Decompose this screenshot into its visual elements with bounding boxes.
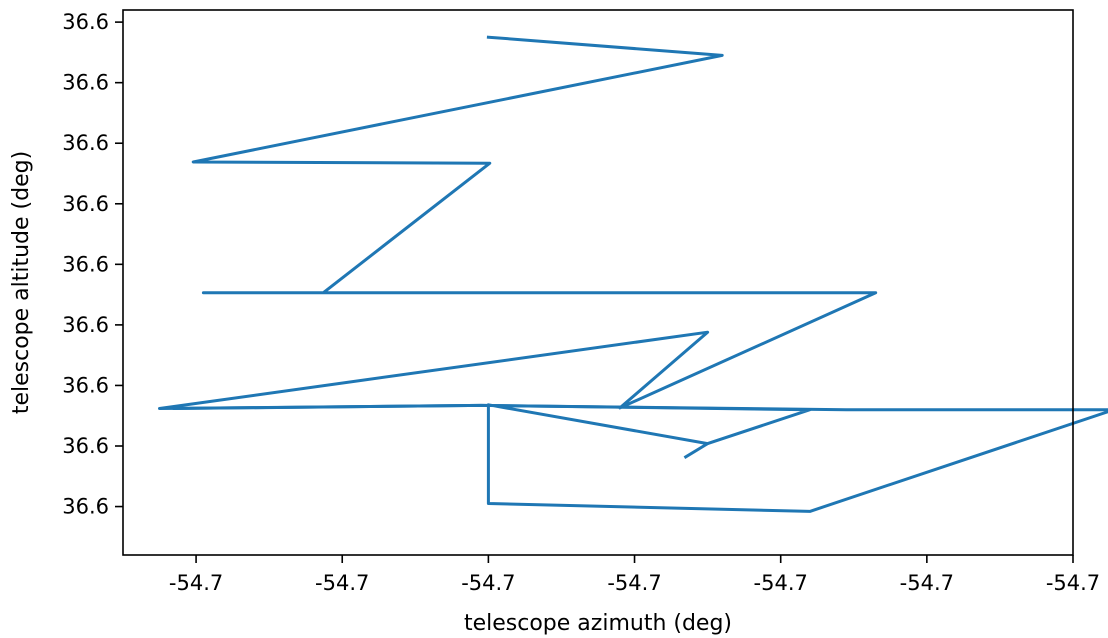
y-tick-label: 36.6 (62, 71, 109, 95)
x-tick-label: -54.7 (169, 571, 223, 595)
x-tick-label: -54.7 (754, 571, 808, 595)
y-axis-ticks: 36.6 36.6 36.6 36.6 36.6 36.6 36.6 36.6 36.6 (62, 10, 123, 519)
series-line (158, 35, 1108, 513)
x-tick-label: -54.7 (607, 571, 661, 595)
y-tick-label: 36.6 (62, 252, 109, 276)
y-tick-label: 36.6 (62, 131, 109, 155)
x-tick-label: -54.7 (900, 571, 954, 595)
x-axis-ticks: -54.7 -54.7 -54.7 -54.7 -54.7 -54.7 -54.7 (169, 555, 1100, 595)
x-tick-label: -54.7 (315, 571, 369, 595)
x-axis-label: telescope azimuth (deg) (464, 611, 732, 636)
y-tick-label: 36.6 (62, 495, 109, 519)
x-tick-label: -54.7 (461, 571, 515, 595)
y-tick-label: 36.6 (62, 313, 109, 337)
plot-frame (122, 9, 1074, 556)
series-layer (158, 35, 1108, 513)
y-tick-label: 36.6 (62, 373, 109, 397)
y-axis-label: telescope altitude (deg) (9, 151, 34, 414)
y-tick-label: 36.6 (62, 10, 109, 34)
y-tick-label: 36.6 (62, 192, 109, 216)
series-line (172, 403, 812, 446)
x-tick-label: -54.7 (1046, 571, 1100, 595)
y-tick-label: 36.6 (62, 434, 109, 458)
